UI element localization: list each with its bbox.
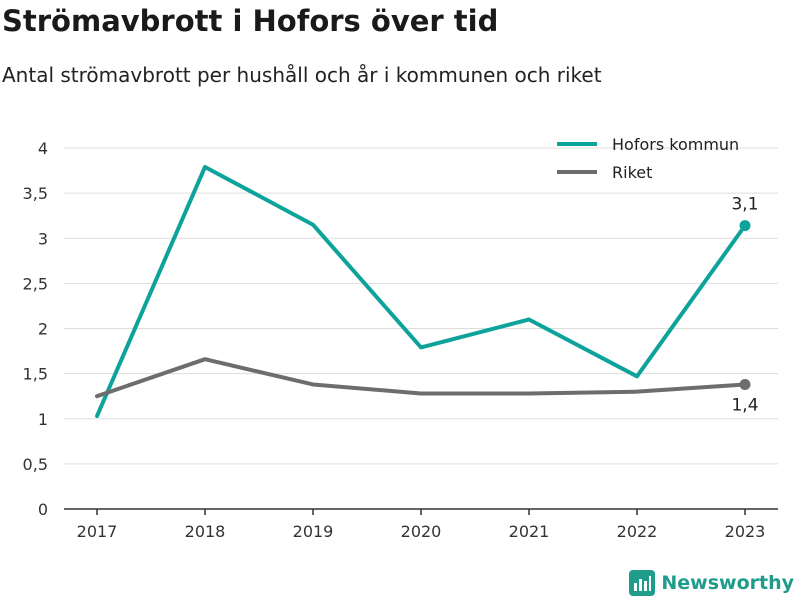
end-value-label: 1,4 (731, 395, 758, 415)
y-tick-label: 1,5 (23, 365, 48, 384)
brand-name: Newsworthy (661, 572, 794, 594)
axes: 0 0,5 1 1,5 2 2,5 3 3,5 4 2017 2018 2019 2020 2021 202… (23, 139, 778, 541)
x-tick-label: 2018 (185, 522, 226, 541)
legend: Hofors kommun Riket (557, 135, 739, 182)
gridlines (64, 147, 778, 465)
series-lines (95, 164, 751, 419)
x-tick-label: 2017 (77, 522, 118, 541)
chart-subtitle: Antal strömavbrott per hushåll och år i … (2, 63, 602, 87)
x-tick-label: 2021 (509, 522, 550, 541)
series-end-marker (739, 378, 751, 390)
y-tick-label: 2 (38, 320, 48, 339)
legend-label: Hofors kommun (612, 135, 739, 154)
y-tick-label: 4 (38, 139, 48, 158)
y-tick-label: 3,5 (23, 184, 48, 203)
end-value-label: 3,1 (731, 195, 758, 215)
series-line (95, 357, 747, 399)
end-labels: 3,1 1,4 (731, 195, 758, 416)
y-tick-label: 1 (38, 410, 48, 429)
x-tick-label: 2019 (293, 522, 334, 541)
x-tick-label: 2022 (617, 522, 658, 541)
chart-title: Strömavbrott i Hofors över tid (2, 4, 499, 38)
y-tick-label: 3 (38, 229, 48, 248)
y-tick-label: 0,5 (23, 455, 48, 474)
series-end-marker (739, 220, 751, 232)
series-line (95, 164, 747, 419)
newsworthy-brand: Newsworthy (629, 570, 794, 596)
y-tick-label: 2,5 (23, 274, 48, 293)
newsworthy-logo-icon (629, 570, 656, 596)
y-tick-label: 0 (38, 500, 48, 519)
legend-label: Riket (612, 163, 652, 182)
x-tick-label: 2020 (401, 522, 442, 541)
x-tick-label: 2023 (725, 522, 766, 541)
